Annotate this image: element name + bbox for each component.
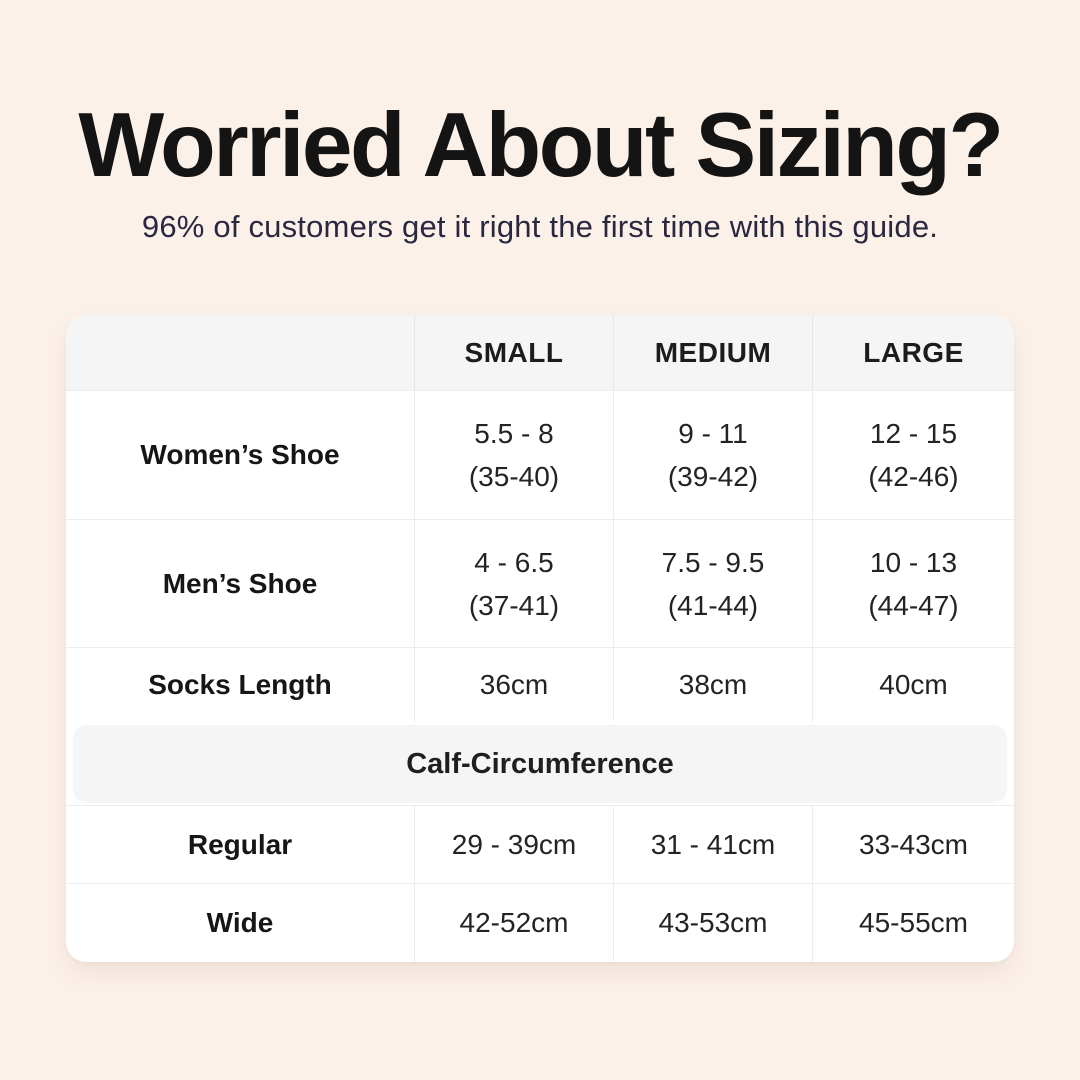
cell-socks-small: 36cm [414, 648, 613, 722]
row-label: Men’s Shoe [162, 567, 318, 599]
cell-mens-small: 4 - 6.5 (37-41) [414, 520, 613, 647]
section-header-calf-circumference: Calf-Circumference [73, 725, 1007, 803]
cell-socks-medium: 38cm [613, 648, 812, 722]
cell-wide-large: 45-55cm [812, 884, 1014, 962]
row-label: Regular [187, 828, 293, 860]
column-header-small: SMALL [414, 315, 613, 390]
sizing-table: SMALL MEDIUM LARGE Women’s Shoe 5.5 - 8 … [66, 315, 1014, 962]
column-header-medium: MEDIUM [613, 315, 812, 390]
page-title: Worried About Sizing? [78, 95, 1004, 196]
table-row-regular: Regular 29 - 39cm 31 - 41cm 33-43cm [66, 805, 1014, 883]
cell-wide-medium: 43-53cm [613, 884, 812, 962]
cell-womens-medium: 9 - 11 (39-42) [613, 391, 812, 519]
cell-regular-medium: 31 - 41cm [613, 806, 812, 883]
column-header-large: LARGE [812, 315, 1014, 390]
table-row-wide: Wide 42-52cm 43-53cm 45-55cm [66, 883, 1014, 962]
cell-wide-small: 42-52cm [414, 884, 613, 962]
cell-regular-large: 33-43cm [812, 806, 1014, 883]
table-row-mens-shoe: Men’s Shoe 4 - 6.5 (37-41) 7.5 - 9.5 (41… [66, 519, 1014, 647]
cell-womens-large: 12 - 15 (42-46) [812, 391, 1014, 519]
cell-mens-medium: 7.5 - 9.5 (41-44) [613, 520, 812, 647]
row-label: Women’s Shoe [140, 439, 340, 470]
row-label: Wide [206, 907, 274, 938]
table-header-row: SMALL MEDIUM LARGE [66, 315, 1014, 390]
page-subtitle: 96% of customers get it right the first … [141, 209, 939, 244]
cell-mens-large: 10 - 13 (44-47) [812, 520, 1014, 647]
table-row-womens-shoe: Women’s Shoe 5.5 - 8 (35-40) 9 - 11 (39-… [66, 390, 1014, 519]
table-row-socks-length: Socks Length 36cm 38cm 40cm [66, 647, 1014, 722]
cell-womens-small: 5.5 - 8 (35-40) [414, 391, 613, 519]
cell-regular-small: 29 - 39cm [414, 806, 613, 883]
row-label: Socks Length [148, 669, 332, 700]
section-header-row: Calf-Circumference [66, 722, 1014, 805]
cell-socks-large: 40cm [812, 648, 1014, 722]
header-empty-cell [66, 315, 414, 390]
